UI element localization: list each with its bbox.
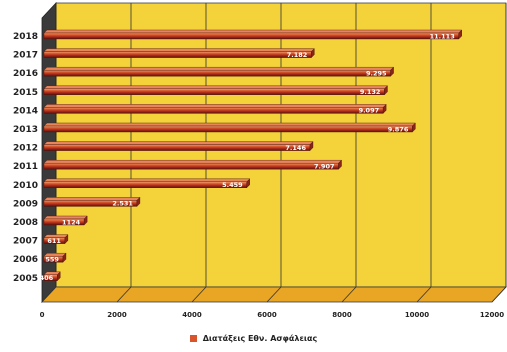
category-label: 2012 (13, 144, 38, 154)
category-label: 2010 (13, 181, 38, 191)
bar-end (62, 252, 67, 263)
bar (43, 234, 69, 245)
x-tick-label: 2000 (107, 311, 127, 319)
bar (43, 196, 141, 207)
data-label: 7.146 (285, 144, 306, 152)
data-label: 9.132 (360, 88, 381, 96)
bar-end (246, 178, 250, 189)
bar-top (43, 122, 416, 127)
bar-end (57, 271, 61, 282)
category-label: 2008 (13, 218, 38, 228)
gridline-floor (266, 286, 282, 303)
category-label: 2018 (13, 32, 38, 42)
category-label: 2007 (13, 237, 38, 247)
bar-front (43, 32, 459, 40)
data-label: 9.876 (388, 125, 409, 133)
bar-end (382, 103, 387, 114)
bar-top (43, 85, 388, 90)
bar-front (43, 88, 385, 96)
bar (43, 141, 314, 152)
category-label: 2017 (13, 51, 38, 61)
bar (43, 85, 388, 96)
data-label: 7.182 (287, 51, 308, 59)
data-label: 9.295 (366, 70, 387, 78)
bar (43, 103, 387, 114)
bar-top (43, 48, 315, 52)
data-label: 559 (45, 256, 59, 264)
gridline-floor (116, 286, 132, 303)
legend: Διατάξεις Εθν. Ασφάλειας (0, 334, 507, 343)
bar-front (43, 107, 384, 114)
bar-front (43, 181, 247, 189)
gridline-floor (341, 286, 357, 303)
category-label: 2015 (13, 88, 38, 98)
data-label: 1124 (62, 218, 81, 226)
x-tick-label: 12000 (480, 311, 504, 319)
bar-end (412, 122, 416, 133)
bar-end (309, 141, 314, 152)
bar (43, 66, 395, 77)
bar-top (43, 159, 342, 164)
category-label: 2013 (13, 125, 38, 135)
data-label: 5.459 (222, 181, 243, 189)
bar-front (43, 162, 339, 170)
bar-end (390, 66, 394, 77)
category-label: 2014 (13, 106, 38, 116)
bar-front (43, 144, 311, 151)
bar (43, 215, 88, 226)
data-label: 406 (40, 274, 54, 282)
x-tick-label: 6000 (257, 311, 277, 319)
data-label: 611 (47, 237, 61, 245)
bar-top (43, 178, 251, 183)
bar-front (43, 51, 312, 58)
bar (43, 178, 251, 189)
data-label: 2.531 (112, 200, 133, 208)
legend-label: Διατάξεις Εθν. Ασφάλειας (202, 334, 318, 343)
bar (43, 48, 315, 59)
bar-end (338, 159, 342, 170)
data-label: 7.907 (314, 163, 335, 171)
bar-end (384, 85, 388, 96)
bar-top (43, 66, 395, 71)
x-tick-label: 8000 (332, 311, 352, 319)
bar (43, 29, 463, 40)
x-tick-label: 4000 (182, 311, 202, 319)
category-label: 2009 (13, 199, 38, 209)
bar-top (43, 29, 463, 34)
bar-front (43, 69, 391, 77)
bar (43, 252, 67, 263)
bar-end (83, 215, 88, 226)
bar (43, 122, 416, 133)
bar-front (43, 125, 413, 133)
gridline-floor (191, 286, 207, 303)
x-tick-label: 0 (40, 311, 45, 319)
bar-end (458, 29, 462, 40)
bar (43, 159, 342, 170)
bar-end (136, 196, 141, 207)
category-label: 2011 (13, 162, 38, 172)
bar-top (43, 104, 387, 108)
category-label: 2016 (13, 69, 38, 79)
x-tick-label: 10000 (405, 311, 429, 319)
legend-swatch (189, 335, 197, 342)
data-label: 11.113 (430, 32, 455, 40)
category-label: 2005 (13, 274, 38, 284)
data-label: 9.097 (359, 107, 380, 115)
bar-end (64, 234, 69, 245)
category-label: 2006 (13, 255, 38, 265)
gridline-floor (491, 286, 507, 303)
bar (43, 271, 61, 282)
bar-end (311, 48, 315, 59)
bar-top (43, 141, 314, 145)
gridline-floor (416, 286, 432, 303)
